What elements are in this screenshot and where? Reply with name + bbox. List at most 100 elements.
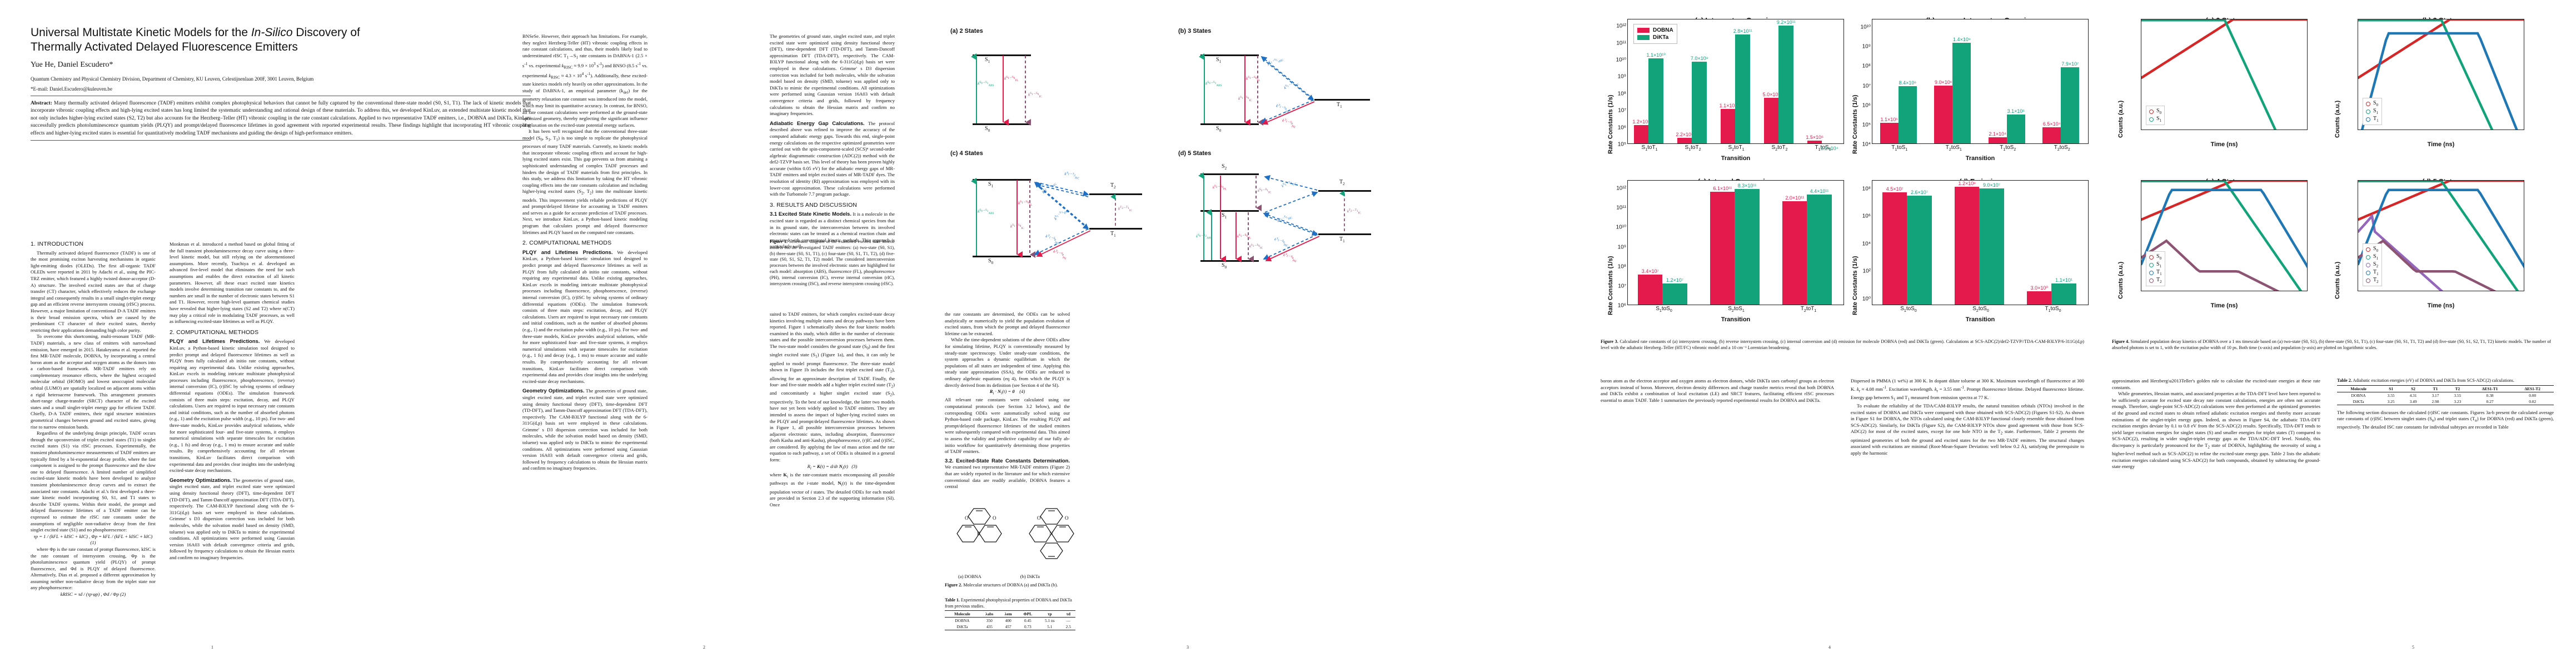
line-chart-curves	[2358, 181, 2524, 291]
legend-item-t2: T2	[2149, 277, 2162, 284]
legend-marker	[2366, 270, 2370, 275]
bar-dikta	[1662, 283, 1687, 305]
column-3-text: BNSeSe. However, their approach has limi…	[522, 33, 647, 128]
page-number-1: 1	[211, 645, 213, 650]
line-chart-plot-area: 10⁻¹²10⁻¹⁰10⁻⁸10⁻⁶10⁻⁴10⁻²10⁰10⁻³10⁻¹10¹…	[2141, 180, 2308, 291]
x-tick-label: S2toS1	[1728, 306, 1745, 313]
table-1-r1-c0: DiKTa	[945, 624, 980, 630]
column-6: the rate constants are determined, the O…	[945, 311, 1070, 490]
legend-marker	[2366, 247, 2370, 252]
bar-value-label: 1.5×10⁵	[1806, 134, 1823, 140]
table-2-header-0: Molecule	[2337, 385, 2380, 392]
svg-text:B: B	[977, 531, 980, 536]
level-s1-b	[1200, 54, 1259, 56]
results-sub2: 3.2. Excited-State Rate Constants Determ…	[945, 457, 1070, 490]
y-tick-label: 10⁸	[1617, 263, 1626, 270]
table-1-r0-c3: 0.45	[1024, 618, 1032, 623]
figure-1-caption: Figure 1. Schematic diagram of the exami…	[770, 239, 895, 287]
bar-chart-plot-area: 10⁰ 10² 10⁴ 10⁶ 10⁸ S1toS0 4.5×10⁷ 2.6×10⁷ S2toS…	[1862, 180, 2089, 313]
equation-3: Ri = K(t) = d/dt Ni(t) (3)	[807, 463, 858, 471]
level-s1-d	[1200, 210, 1259, 212]
level-s2-d	[1200, 173, 1259, 175]
abstract-block: Abstract: Many thermally activated delay…	[31, 99, 531, 137]
state-label-s1-c: S1	[988, 181, 994, 188]
rate-label-kic-c: kS1→S0IC	[1010, 223, 1024, 230]
line-chart-legend: S0 S1 T1	[2363, 98, 2382, 125]
state-label-t1-d: T1	[1339, 236, 1345, 243]
equation-1: τp = 1 / (kFL + kISC + kIC) , Φp = kFL /…	[33, 533, 153, 546]
column-4-text: The geometries of ground state, singlet …	[770, 33, 895, 117]
level-t1-c	[1089, 228, 1142, 230]
column-9-text-2: While geometries, Hessian matrix, and as…	[2112, 391, 2321, 470]
bar-value-label: 7.0×10⁹	[1690, 55, 1708, 61]
rate-label-kfl-d: kS1→S0FL	[1237, 233, 1252, 240]
table-1-r0-c0: DOBNA	[955, 618, 970, 623]
equation-4: Ri · Ni(t) = 0 (4)	[989, 389, 1025, 396]
y-tick-label: 10⁷	[1862, 83, 1871, 89]
table-2-r0-c0: DOBNA	[2351, 392, 2366, 398]
table-2-r1-c6: 0.02	[2511, 398, 2554, 405]
state-label-t2-d: T2	[1339, 179, 1345, 186]
adiabatic-subheading: Adiabatic Energy Gap Calculations.	[770, 120, 865, 126]
state-label-s0-c: S0	[988, 258, 994, 265]
figure-1-caption-text: Schematic diagram of the examined excite…	[770, 239, 895, 286]
y-tick-label: 10⁶	[1617, 125, 1626, 131]
jablonski-panel-a: (a) 2 States S1 S0 kS0→S1ABS kS1→S0FL kS…	[950, 28, 1134, 145]
table-2-block: Table 2. Adiabatic excitation energies (…	[2337, 378, 2554, 430]
y-tick-label: 10⁰	[1862, 296, 1871, 302]
figure-2-caption: Figure 2. Molecular structures of DOBNA …	[945, 583, 1075, 589]
legend-label: DiKTa	[1653, 34, 1669, 41]
figure-3-bar-charts: (a) Intersystem CrossingRate Constants (…	[1601, 17, 2090, 328]
rate-label-kabs-c: kS0→S1ABS	[978, 208, 994, 215]
table-1-r1-c4: 5.1	[1038, 624, 1062, 630]
plqy-subheading-2: PLQY and Lifetimes Predictions.	[522, 248, 613, 255]
curve-T1	[2141, 188, 2307, 268]
comp-paragraph-4: Geometry Optimizations. The geometries o…	[522, 387, 647, 472]
level-s0-c	[973, 256, 1031, 257]
curve-S0	[2141, 181, 2307, 221]
bar-chart-legend: DOBNA DiKTa	[1633, 24, 1677, 44]
y-tick-label: 10¹¹	[1616, 40, 1626, 47]
bar-dobna	[1882, 192, 1907, 305]
bar-dikta	[1778, 26, 1793, 143]
line-chart-plot-area: 10⁻⁸10⁻⁶10⁻⁴10⁻²10⁰10⁻³10⁻¹10¹10³10⁵S0S1	[2141, 19, 2308, 130]
table-2-header-1: S1	[2380, 385, 2403, 392]
y-axis-label: Rate Constants (1/s)	[1607, 94, 1614, 154]
bar-chart-plot-area: 10⁵ 10⁶ 10⁷ 10⁸ 10⁹ 10¹⁰ 10¹¹ 10¹² S1toT1 1.2×10⁶…	[1616, 19, 1844, 152]
jablonski-panel-b-arrows	[1199, 53, 1315, 126]
x-tick-label: T1toS1	[1891, 145, 1908, 152]
legend-label: S1	[2156, 261, 2162, 268]
legend-item-s0: S0	[2366, 100, 2379, 107]
y-tick-label: 10⁶	[1617, 302, 1626, 309]
bar-value-label: 2.8×10¹¹	[1733, 28, 1752, 34]
page-number-3: 3	[1187, 645, 1189, 650]
bar-value-label: 2.6×10⁷	[1910, 190, 1929, 196]
bar-chart--c--internal-conversion: (c) Internal ConversionRate Constants (1…	[1601, 178, 1844, 325]
legend-item-s0: S0	[2149, 253, 2162, 261]
table-2-r1-c5: 0.27	[2468, 398, 2512, 405]
bar-value-label: 1.1×10⁵	[1880, 117, 1898, 123]
svg-text:N: N	[1049, 531, 1053, 536]
results-paragraph-1: 3.1 Excited State Kinetic Models. It is …	[770, 211, 895, 250]
table-2-r0-c2: 4.31	[2409, 392, 2417, 398]
rate-label-kabs-s0s2-d: kS0→S2ABS	[1196, 233, 1213, 240]
table-2-header-2: S2	[2402, 385, 2425, 392]
adiabatic-paragraph: Adiabatic Energy Gap Calculations. The p…	[770, 120, 895, 198]
bar-value-label: 1.2×10⁷	[1666, 277, 1684, 283]
y-tick-label: 10⁸	[1862, 63, 1871, 69]
table-1: Molecule λabs λem ΦPL τp τd DOBNA 350 40…	[945, 610, 1075, 630]
rate-label-kic-t2t1-c: kT2→T1IC	[1118, 206, 1133, 212]
state-label-s1: S1	[985, 57, 990, 64]
y-tick-label: 10⁷	[1618, 283, 1626, 290]
table-2-r0-c5: 0.38	[2486, 392, 2494, 398]
bar-dobna	[1720, 108, 1736, 143]
line-chart--d--5-states: (d) 5 StatesCounts (a.u.)10⁻¹²10⁻¹⁰10⁻⁸1…	[2329, 178, 2529, 325]
line-chart--a--2-states: (a) 2 StatesCounts (a.u.)10⁻⁸10⁻⁶10⁻⁴10⁻…	[2112, 17, 2312, 164]
line-chart--b--3-states: (b) 3 StatesCounts (a.u.)10⁻⁸10⁻⁶10⁻⁴10⁻…	[2329, 17, 2529, 164]
state-label-s0-d: S0	[1222, 262, 1227, 270]
jablonski-panel-b-label: (b) 3 States	[1178, 28, 1212, 34]
figure-3-caption-text: Calculated rate constants of (a) intersy…	[1601, 339, 2084, 350]
legend-item-s0: S0	[2366, 246, 2379, 253]
y-axis-label: Rate Constants (1/s)	[1852, 256, 1858, 315]
bar-value-label: 1.2×10⁸	[1958, 180, 1976, 186]
